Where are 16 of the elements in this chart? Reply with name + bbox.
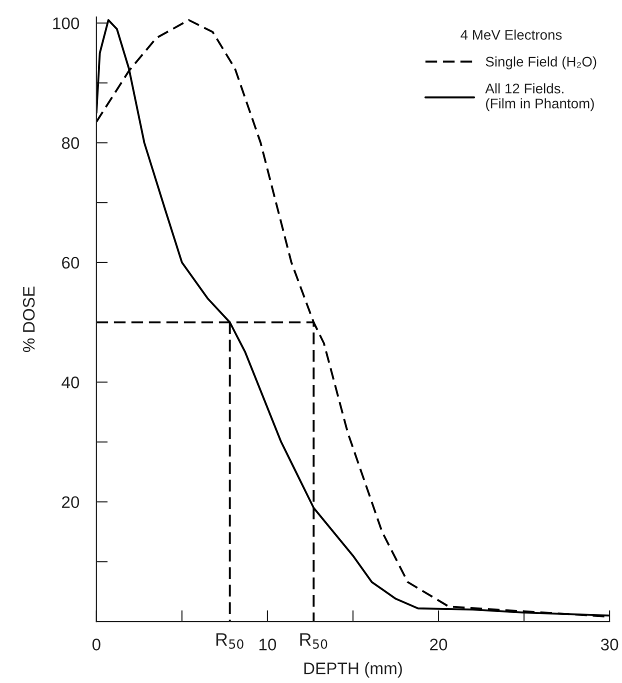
y-tick-label: 80 (62, 137, 80, 149)
legend-label: All 12 Fields. (Film in Phantom) (485, 83, 594, 112)
annotation: R$_{50}$ (216, 633, 244, 649)
x-tick-label: 20 (430, 638, 448, 650)
y-tick-label: 60 (62, 256, 80, 269)
y-tick-label: 20 (62, 496, 80, 508)
x-tick-label: 0 (92, 638, 100, 650)
x-tick-label: 30 (600, 638, 618, 650)
annotation: R$_{50}$ (300, 633, 328, 649)
y-tick-label: 40 (62, 376, 80, 388)
legend-title: 4 MeV Electrons (460, 30, 562, 40)
legend-label: Single Field (H₂O) (486, 56, 596, 70)
y-tick-label: 100 (53, 17, 80, 30)
x-tick-label: 10 (259, 638, 276, 650)
y-axis-title: % DOSE (22, 286, 35, 352)
x-axis-title: DEPTH (mm) (304, 662, 402, 678)
